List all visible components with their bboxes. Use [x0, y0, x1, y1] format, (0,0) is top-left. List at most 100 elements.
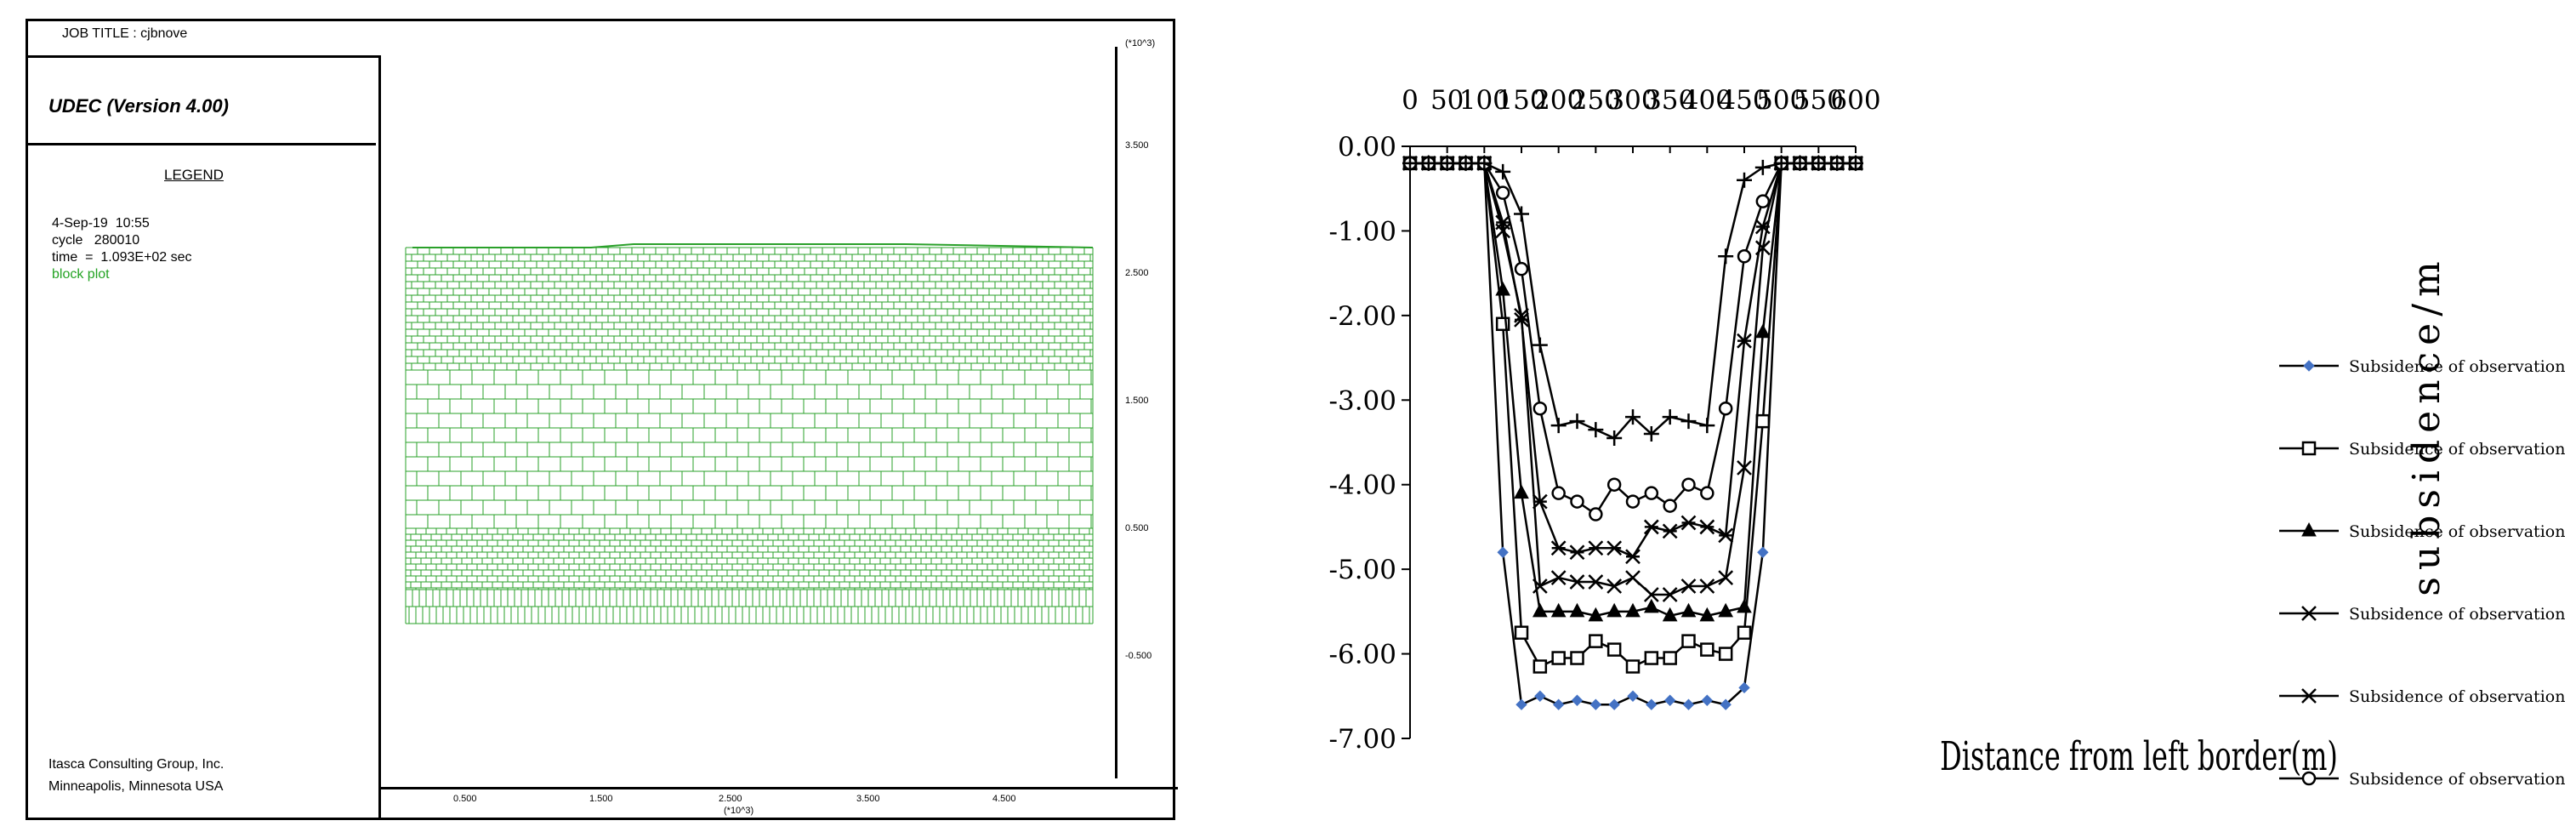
data-point	[1532, 578, 1548, 594]
data-point	[1680, 602, 1697, 618]
data-point	[1571, 694, 1584, 706]
data-point	[1718, 401, 1733, 416]
data-point	[1495, 281, 1511, 296]
x-tick-label: 350	[1645, 85, 1695, 116]
lower-strata	[405, 527, 1094, 590]
data-point	[1552, 698, 1565, 710]
data-point	[1514, 206, 1529, 222]
series-line	[1410, 162, 1856, 440]
data-point	[1718, 647, 1733, 661]
data-point	[1569, 413, 1585, 430]
x-axis-label: Distance from left border(m)	[1940, 733, 2338, 780]
data-point	[1514, 625, 1529, 640]
data-point	[1569, 602, 1585, 618]
data-point	[1663, 651, 1677, 665]
data-point	[1754, 219, 1771, 235]
legend-label: Subsidence of observation line B	[2349, 440, 2568, 459]
data-point	[1625, 659, 1641, 674]
y-axis-label: subsidence/m	[2405, 254, 2448, 596]
x-tick-label: 400	[1682, 85, 1732, 116]
data-point	[1720, 698, 1732, 710]
middle-strata	[405, 369, 1094, 529]
x-tick-label: 300	[1607, 85, 1658, 116]
x-tick-label: 100	[1459, 85, 1510, 116]
data-point	[1569, 544, 1585, 561]
legend-label: Subsidence of observation line C	[2349, 522, 2568, 541]
data-point	[1644, 486, 1659, 500]
udec-ytick: 1.500	[1125, 396, 1149, 406]
series-d	[1402, 156, 1863, 602]
x-tick-label: 250	[1571, 85, 1621, 116]
series-a	[1404, 157, 1862, 710]
data-point	[1643, 598, 1659, 613]
data-point	[1662, 587, 1678, 602]
data-point	[1755, 194, 1771, 208]
data-point	[1495, 185, 1510, 200]
legend-entry: Subsidence of observation line E	[2279, 687, 2568, 706]
data-point	[1792, 155, 1808, 171]
series-g	[1402, 155, 1863, 447]
udec-axis-unit-x: (*10^3)	[724, 806, 754, 816]
version-box: UDEC (Version 4.00)	[28, 58, 376, 145]
y-tick-label: 0.00	[1338, 132, 1396, 162]
udec-xtick: 3.500	[856, 794, 880, 804]
data-point	[1700, 642, 1714, 657]
data-point	[1606, 602, 1623, 618]
time-line: time = 1.093E+02 sec	[52, 250, 192, 265]
data-point	[1718, 527, 1734, 544]
data-point	[1495, 163, 1511, 180]
udec-info-panel: UDEC (Version 4.00) LEGEND 4-Sep-19 10:5…	[28, 55, 381, 820]
data-point	[1570, 494, 1584, 509]
data-point	[1699, 519, 1715, 535]
udec-version: UDEC (Version 4.00)	[48, 95, 229, 117]
data-point	[1738, 681, 1750, 694]
data-point	[1680, 413, 1697, 430]
data-point	[1680, 515, 1697, 531]
series-group	[1402, 154, 1863, 710]
y-tick-label: -6.00	[1329, 640, 1397, 670]
block-plot-area	[378, 55, 1178, 789]
data-point	[1754, 323, 1771, 339]
y-tick-labels: 0.00 -1.00 -2.00 -3.00 -4.00 -5.00 -6.00 -7.00	[1329, 132, 1397, 755]
data-point	[1811, 155, 1827, 171]
plot-type: block plot	[52, 267, 110, 282]
legend-label: Subsidence of observation line A	[2349, 357, 2568, 376]
data-point	[1606, 540, 1623, 556]
x-tick-label: 50	[1430, 85, 1464, 116]
legend: Subsidence of observation line A Subsiden…	[2279, 357, 2568, 789]
udec-ytick: 3.500	[1125, 140, 1149, 151]
udec-ytick: -0.500	[1125, 651, 1152, 661]
legend-marker	[2301, 441, 2317, 456]
data-point	[1625, 602, 1641, 618]
data-point	[1514, 311, 1529, 328]
legend-label: Subsidence of observation line E	[2349, 687, 2568, 706]
legend-marker	[2301, 521, 2317, 537]
y-ruler	[1115, 47, 1117, 778]
udec-xtick: 0.500	[453, 794, 477, 804]
data-point	[1643, 426, 1659, 442]
data-point	[1755, 413, 1771, 429]
axes	[1402, 145, 1857, 739]
data-point	[1718, 570, 1734, 585]
data-point	[1532, 337, 1548, 353]
data-point	[1550, 602, 1567, 618]
data-point	[1514, 484, 1529, 499]
udec-xtick: 1.500	[589, 794, 613, 804]
udec-axis-unit-y: (*10^3)	[1125, 38, 1156, 48]
data-point	[1663, 694, 1676, 706]
data-point	[1625, 494, 1641, 509]
data-point	[1627, 690, 1639, 702]
legend-entry: Subsidence of observation line F	[2279, 770, 2568, 789]
data-point	[1532, 493, 1548, 510]
x-tick-label: 600	[1830, 85, 1880, 116]
data-point	[1848, 155, 1863, 171]
data-point	[1570, 651, 1584, 665]
y-tick-label: -7.00	[1329, 724, 1397, 755]
y-tick-label: -2.00	[1329, 301, 1397, 332]
data-point	[1625, 409, 1641, 425]
data-point	[1606, 578, 1623, 594]
series-line	[1410, 162, 1856, 516]
data-point	[1497, 546, 1509, 558]
x-tick-label: 450	[1719, 85, 1769, 116]
data-point	[1754, 159, 1771, 175]
